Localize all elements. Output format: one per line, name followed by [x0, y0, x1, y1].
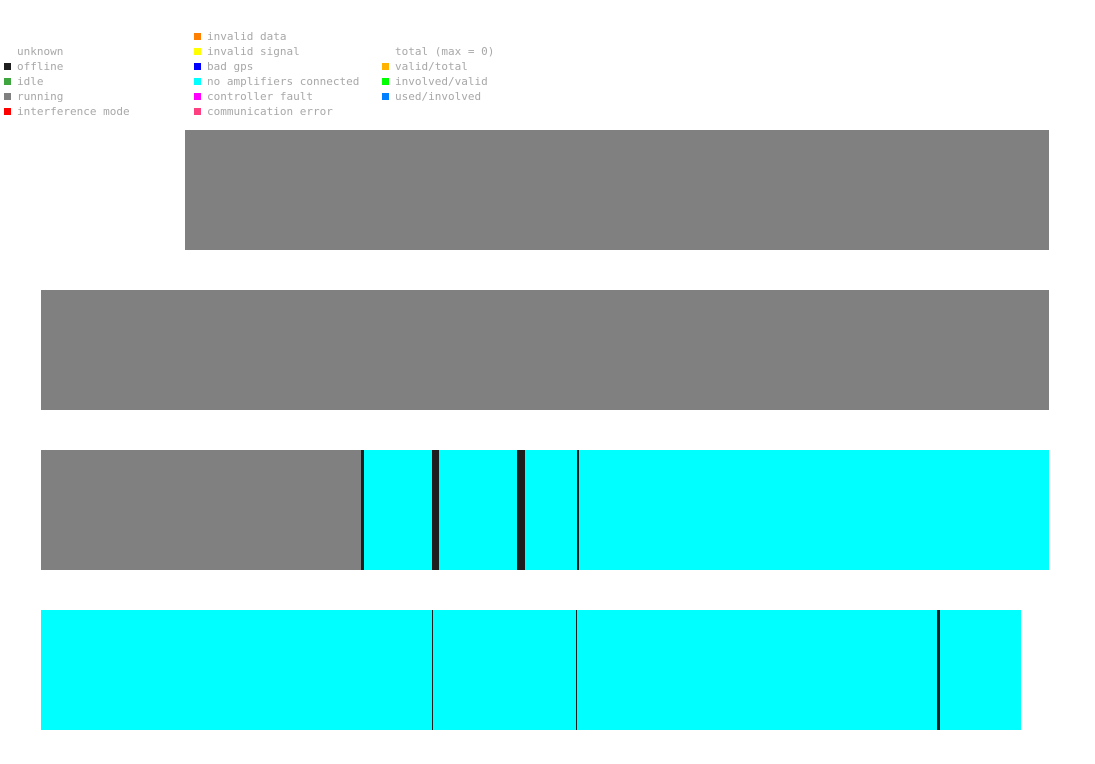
status-legend-swatch [4, 93, 11, 100]
ratio-legend-label: used/involved [395, 90, 482, 103]
ratio-legend-item: total (max = 0) [382, 44, 542, 59]
error-legend-swatch [194, 78, 201, 85]
status-legend-swatch [4, 108, 11, 115]
timeline-segment [579, 450, 1049, 570]
error-legend-label: invalid signal [207, 45, 300, 58]
legend-errors: invalid data invalid signal bad gps no ampl… [194, 29, 384, 119]
status-legend-label: offline [17, 60, 64, 73]
status-legend-item: running [4, 89, 184, 104]
error-legend-item: no amplifiers connected [194, 74, 384, 89]
ratio-legend-item: involved/valid [382, 74, 542, 89]
timeline-segment [41, 290, 1049, 410]
error-legend-label: controller fault [207, 90, 313, 103]
error-legend-item: invalid data [194, 29, 384, 44]
error-legend-swatch [194, 63, 201, 70]
ratio-legend-swatch [382, 93, 389, 100]
timeline-segment [940, 610, 1021, 730]
timeline-segment [41, 610, 432, 730]
status-legend-label: unknown [17, 45, 64, 58]
timeline-segment [364, 450, 432, 570]
status-legend-swatch [4, 63, 11, 70]
legend-ratios: total (max = 0) valid/total involved/valid… [382, 44, 542, 104]
error-legend-label: bad gps [207, 60, 254, 73]
ratio-legend-label: involved/valid [395, 75, 488, 88]
timeline-segment [41, 450, 361, 570]
timeline-row [185, 130, 1049, 250]
timeline-segment [577, 610, 937, 730]
error-legend-swatch [194, 48, 201, 55]
status-legend-item: unknown [4, 44, 184, 59]
timeline-row [41, 290, 1049, 410]
error-legend-swatch [194, 108, 201, 115]
ratio-legend-label: total (max = 0) [395, 45, 495, 58]
error-legend-item: invalid signal [194, 44, 384, 59]
ratio-legend-label: valid/total [395, 60, 468, 73]
status-legend-item: interference mode [4, 104, 184, 119]
timeline-segment [576, 610, 577, 730]
timeline-row [41, 610, 1021, 730]
timeline-row [41, 450, 1049, 570]
timeline-segment [361, 450, 364, 570]
timeline-segment [432, 610, 433, 730]
error-legend-label: communication error [207, 105, 333, 118]
ratio-legend-item: used/involved [382, 89, 542, 104]
timeline-segment [517, 450, 525, 570]
timeline-segment [577, 450, 579, 570]
timeline-segment [433, 610, 576, 730]
status-legend-item: offline [4, 59, 184, 74]
status-legend-item: idle [4, 74, 184, 89]
error-legend-item: communication error [194, 104, 384, 119]
timeline-segment [525, 450, 577, 570]
timeline-segment [432, 450, 439, 570]
timeline-segment [185, 130, 1049, 250]
status-legend-swatch [4, 78, 11, 85]
timeline-segment [937, 610, 940, 730]
error-legend-label: invalid data [207, 30, 287, 43]
status-legend-label: idle [17, 75, 44, 88]
status-legend-label: running [17, 90, 64, 103]
ratio-legend-item: valid/total [382, 59, 542, 74]
error-legend-item: controller fault [194, 89, 384, 104]
ratio-legend-swatch [382, 63, 389, 70]
error-legend-label: no amplifiers connected [207, 75, 360, 88]
ratio-legend-swatch [382, 78, 389, 85]
status-legend-label: interference mode [17, 105, 130, 118]
error-legend-swatch [194, 93, 201, 100]
error-legend-swatch [194, 33, 201, 40]
legend-status: unknown offline idle running interference mo… [4, 44, 184, 119]
timeline-segment [439, 450, 517, 570]
error-legend-item: bad gps [194, 59, 384, 74]
